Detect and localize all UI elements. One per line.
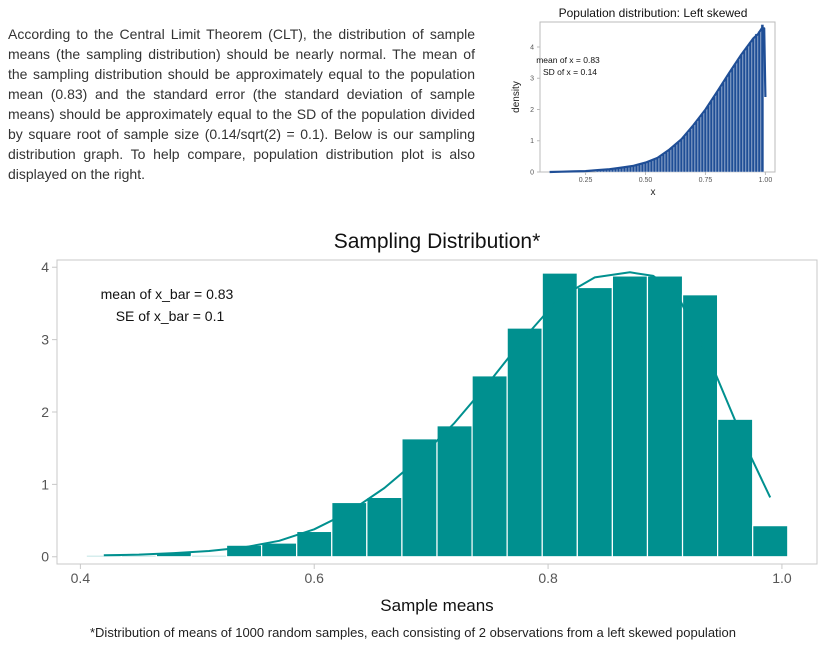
population-bar [748,41,753,173]
sampling-x-tick-label: 0.6 [304,570,324,586]
population-bar [637,164,642,173]
population-bar [757,31,762,173]
population-bar [643,162,648,173]
population-bar [706,104,711,173]
sampling-bar [717,418,754,558]
population-bar [709,100,714,173]
population-mean-annotation: mean of x = 0.83 [536,55,600,65]
sampling-mean-annotation: mean of x_bar = 0.83 [101,286,234,302]
sampling-se-annotation: SE of x_bar = 0.1 [116,308,225,324]
sampling-bar [681,294,719,558]
population-bar [652,158,657,173]
population-bar [724,77,729,173]
sampling-x-axis-label: Sample means [380,596,493,615]
population-bar [691,125,696,173]
population-x-axis-label: x [651,187,656,198]
sampling-y-tick-label: 1 [41,476,49,492]
population-bar [730,67,735,173]
sampling-bar [506,327,543,558]
sampling-bar [296,530,333,558]
population-sd-annotation: SD of x = 0.14 [543,67,597,77]
population-bar [676,141,681,173]
population-distribution-chart: 0.25 0.50 0.75 1.00 0 1 2 3 4 Population distrib… [511,6,776,198]
population-bar [721,81,726,173]
population-y-tick-label: 3 [530,76,534,83]
population-bar [679,138,684,173]
population-bar [670,146,675,173]
sampling-x-tick-label: 0.8 [538,570,558,586]
population-bar [703,109,708,173]
population-chart-title: Population distribution: Left skewed [559,6,748,20]
population-y-tick-label: 2 [530,107,534,114]
population-y-tick-label: 0 [530,169,534,176]
population-bar [718,86,723,173]
population-x-tick-label: 1.00 [759,177,773,184]
sampling-y-tick-label: 2 [41,404,49,420]
sampling-bar [752,525,789,558]
population-bar [742,49,747,173]
population-bar [664,151,669,173]
sampling-bar [576,286,613,558]
population-bar [754,33,759,173]
sampling-distribution-chart: 0.4 0.6 0.8 1.0 0 1 2 3 4 Sampling Distribution*… [41,230,818,615]
population-bar [739,54,744,173]
population-x-tick-label: 0.75 [699,177,713,184]
population-bar [715,91,720,173]
population-bar [640,163,645,173]
population-bar [727,72,732,173]
population-x-tick-label: 0.25 [579,177,593,184]
sampling-bar [401,438,438,558]
sampling-y-tick-label: 4 [41,259,49,275]
population-density-curve [549,27,767,174]
sampling-x-tick-label: 1.0 [772,570,792,586]
sampling-bar [611,275,649,558]
population-bar [697,117,702,173]
population-bar [745,45,750,173]
sampling-density-curve [103,271,772,557]
intro-paragraph: According to the Central Limit Theorem (… [8,26,475,182]
sampling-bar [366,496,403,558]
population-chart-layer: 0.25 0.50 0.75 1.00 0 1 2 3 4 [530,21,776,184]
sampling-x-tick-label: 0.4 [71,570,91,586]
population-bar [685,132,690,173]
population-bar [712,95,717,173]
population-bar [736,58,741,173]
population-y-tick-label: 1 [530,138,534,145]
population-bar [760,24,765,173]
population-bar [655,157,660,173]
population-bar [688,128,693,173]
sampling-y-tick-label: 0 [41,549,49,565]
population-bar [700,113,705,173]
population-bar [682,135,687,173]
population-bar [667,149,672,173]
sampling-bar [436,425,473,558]
sampling-bar [261,542,298,558]
population-bar [751,38,756,173]
chart-footnote: *Distribution of means of 1000 random sa… [89,625,737,640]
sampling-chart-title: Sampling Distribution* [334,230,541,253]
sampling-chart-layer: 0.4 0.6 0.8 1.0 0 1 2 3 4 [41,259,818,586]
population-bar [649,159,654,173]
sampling-y-tick-label: 3 [41,332,49,348]
population-bar [673,144,678,173]
sampling-bar [471,375,508,558]
sampling-bar [541,272,578,558]
sampling-bar [331,501,368,558]
population-x-tick-label: 0.50 [639,177,653,184]
sampling-bar [646,275,684,558]
population-y-tick-label: 4 [530,44,534,51]
population-bar [658,155,663,173]
population-bar [661,153,666,173]
population-bar [733,63,738,173]
population-bar [694,121,699,173]
population-y-axis-label: density [511,81,522,113]
sampling-bar [190,554,228,558]
